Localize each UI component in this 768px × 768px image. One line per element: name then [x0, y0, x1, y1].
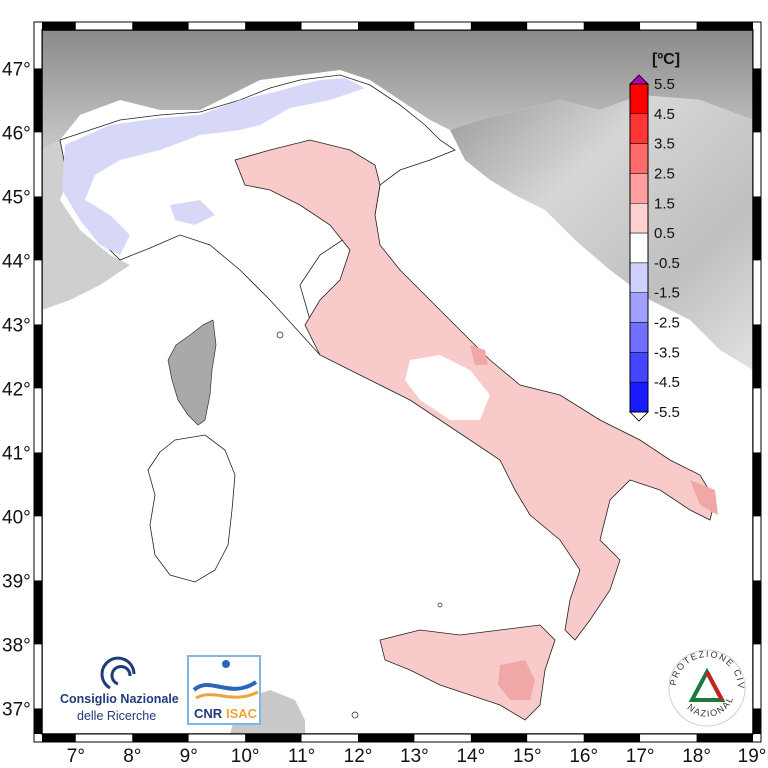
latitude-label: 38°	[2, 635, 31, 656]
latitude-labels: 47° 46° 45° 44° 43° 42° 41° 40° 39° 38° 37°	[2, 59, 31, 720]
longitude-label: 16°	[569, 746, 598, 767]
cnr-name-line1: Consiglio Nazionale	[60, 692, 179, 706]
colorbar-swatch	[629, 292, 649, 323]
isac-figure-icon	[222, 660, 230, 668]
alps-relief	[42, 30, 753, 150]
colorbar-swatch	[629, 143, 649, 174]
island-elba	[276, 331, 284, 339]
sardinia-land	[147, 434, 236, 583]
colorbar-title: [ºC]	[652, 51, 680, 68]
map-border	[41, 29, 754, 735]
colorbar-label: -0.5	[654, 255, 680, 272]
longitude-label: 8°	[123, 746, 141, 767]
cool-patch-piedmont	[170, 200, 215, 225]
latitude-label: 43°	[2, 315, 31, 336]
isac-isac-text: ISAC	[226, 706, 258, 721]
colorbar: [ºC] 5.5 4.5 3.5 2.5 1.5 0.5 -0.5 -1.5 -2.5 -3.5 -…	[629, 51, 680, 422]
colorbar-label: -1.5	[654, 285, 680, 302]
cnr-isac-logo: CNR ISAC	[187, 655, 261, 725]
sicily-warm-spot	[498, 660, 535, 700]
colorbar-label: -4.5	[654, 374, 680, 391]
isac-wave-icon	[192, 680, 258, 692]
isac-cnr-text: CNR	[194, 706, 223, 721]
cnr-emblem-icon	[100, 656, 136, 690]
colorbar-label: 1.5	[654, 195, 675, 212]
colorbar-swatch	[629, 83, 649, 115]
colorbar-swatch	[629, 262, 649, 293]
warm-spot-puglia	[690, 480, 718, 515]
latitude-label: 37°	[2, 699, 31, 720]
balkans-relief	[450, 95, 753, 370]
longitude-label: 13°	[400, 746, 429, 767]
colorbar-label: 5.5	[654, 76, 675, 93]
longitude-labels: 7° 8° 9° 10° 11° 12° 13° 14° 15° 16° 17° 18° 19°	[67, 746, 767, 767]
colorbar-label: -2.5	[654, 315, 680, 332]
longitude-label: 17°	[626, 746, 655, 767]
frame-outer-border	[33, 21, 762, 743]
colorbar-label: 4.5	[654, 106, 675, 123]
longitude-label: 12°	[344, 746, 373, 767]
alps-cool-anomaly	[62, 78, 365, 255]
longitude-label: 19°	[738, 746, 767, 767]
longitude-label: 10°	[231, 746, 260, 767]
cnr-name-line2: delle Ricerche	[77, 709, 156, 723]
longitude-label: 15°	[513, 746, 542, 767]
colorbar-frame	[629, 83, 649, 413]
longitude-label: 11°	[288, 746, 315, 767]
colorbar-swatches	[629, 74, 649, 422]
protezione-emblem-red	[705, 671, 724, 701]
latitude-label: 41°	[2, 443, 31, 464]
cnr-logo: Consiglio Nazionale delle Ricerche	[60, 656, 179, 723]
colorbar-label: -3.5	[654, 344, 680, 361]
colorbar-label: 2.5	[654, 165, 675, 182]
corsica-relief	[167, 319, 217, 426]
island-pantelleria	[351, 711, 359, 719]
longitude-label: 9°	[180, 746, 198, 767]
colorbar-label: 0.5	[654, 225, 675, 242]
longitude-label: 7°	[67, 746, 85, 767]
colorbar-label: -5.5	[654, 404, 680, 421]
latitude-label: 44°	[2, 251, 31, 272]
neutral-patch-central	[405, 355, 490, 420]
colorbar-swatch	[629, 203, 649, 234]
colorbar-swatch	[629, 232, 649, 264]
isac-wave2-icon	[195, 690, 259, 700]
frame-ticks	[33, 21, 762, 743]
longitude-label: 14°	[456, 746, 485, 767]
colorbar-swatch	[629, 113, 649, 144]
colorbar-swatch	[629, 173, 649, 204]
island-ustica	[437, 602, 443, 608]
warm-spot-abruzzo	[470, 345, 488, 365]
longitude-label: 18°	[682, 746, 711, 767]
latitude-label: 46°	[2, 123, 31, 144]
latitude-label: 39°	[2, 571, 31, 592]
latitude-label: 40°	[2, 507, 31, 528]
colorbar-swatch	[629, 322, 649, 353]
latitude-label: 42°	[2, 379, 31, 400]
colorbar-label: 3.5	[654, 136, 675, 153]
latitude-label: 45°	[2, 187, 31, 208]
colorbar-swatch	[629, 352, 649, 383]
latitude-label: 47°	[2, 59, 31, 80]
colorbar-swatch	[629, 381, 649, 413]
colorbar-labels: 5.5 4.5 3.5 2.5 1.5 0.5 -0.5 -1.5 -2.5 -3.5 -4.5 -5…	[654, 76, 680, 421]
